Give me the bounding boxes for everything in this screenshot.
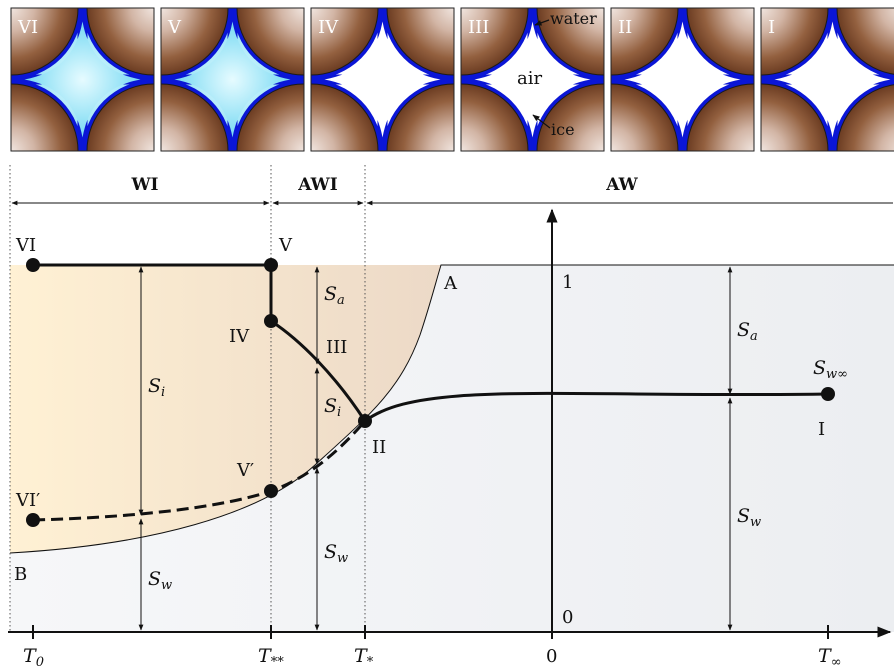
saturation-labels: Si Sw Sa Si Sw Sa Sw Sw∞ xyxy=(148,283,848,593)
x-tick-0: 0 xyxy=(546,646,557,667)
saturation-arrows xyxy=(138,266,733,631)
temperature-labels: T0 T** T* T∞ xyxy=(23,645,842,668)
state-points xyxy=(26,258,835,527)
sw-label-aw: Sw xyxy=(737,505,761,530)
path-aw xyxy=(364,391,829,423)
y-tick-0: 0 xyxy=(562,607,573,628)
ice-region xyxy=(10,265,441,553)
t-inf-label: T∞ xyxy=(818,645,842,668)
point-b-label: B xyxy=(14,564,27,585)
panel-annotations: water air ice xyxy=(517,9,597,139)
region-wi-label: WI xyxy=(130,175,158,195)
point-v-label: V xyxy=(278,235,293,256)
point-iv-label: IV xyxy=(229,326,250,347)
panel-label: V xyxy=(167,17,182,38)
sw-label-awi: Sw xyxy=(324,541,348,566)
sa-label-aw: Sa xyxy=(737,319,758,344)
point-i-label: I xyxy=(818,419,825,440)
region-arrows: WI AWI AW xyxy=(11,175,893,206)
t-star-label: T* xyxy=(354,645,374,668)
region-awi-label: AWI xyxy=(297,175,337,195)
panel-iii: III xyxy=(460,7,605,152)
panel-label: VI xyxy=(17,17,38,38)
sw-label-wi: Sw xyxy=(148,568,172,593)
point-v-prime-label: V′ xyxy=(236,460,254,481)
y-tick-1: 1 xyxy=(562,272,573,293)
panel-label: III xyxy=(468,17,489,38)
path-dashed xyxy=(32,420,367,522)
region-aw-label: AW xyxy=(605,175,638,195)
panel-label: IV xyxy=(318,17,339,38)
point-vi-label: VI xyxy=(15,235,36,256)
panel-vi: VI xyxy=(10,7,155,152)
sw-inf-label: Sw∞ xyxy=(813,357,848,382)
panel-ii: II xyxy=(610,7,755,152)
si-label-wi: Si xyxy=(148,375,165,400)
point-ii-label: II xyxy=(372,437,386,458)
x-ticks xyxy=(32,625,829,639)
point-vi-prime-label: VI′ xyxy=(15,490,40,511)
sa-label-awi: Sa xyxy=(324,283,345,308)
air-annotation: air xyxy=(517,68,542,89)
t0-label: T0 xyxy=(23,645,44,668)
point-a-label: A xyxy=(443,273,458,294)
panel-iv: IV xyxy=(310,7,455,152)
point-iii-label: III xyxy=(326,337,347,358)
panel-label: I xyxy=(768,17,775,38)
panel-label: II xyxy=(618,17,632,38)
pore-panels: VI V IV III II I xyxy=(10,7,894,152)
ice-annotation: ice xyxy=(551,120,575,139)
t-starstar-label: T** xyxy=(258,645,284,668)
si-label-awi: Si xyxy=(324,395,341,420)
panel-i: I xyxy=(760,7,894,152)
boundary-curve xyxy=(9,264,894,554)
panel-v: V xyxy=(160,7,305,152)
point-labels: VI V IV III II I VI′ V′ A B xyxy=(14,235,825,585)
aw-region xyxy=(10,265,894,632)
water-annotation: water xyxy=(550,9,597,28)
